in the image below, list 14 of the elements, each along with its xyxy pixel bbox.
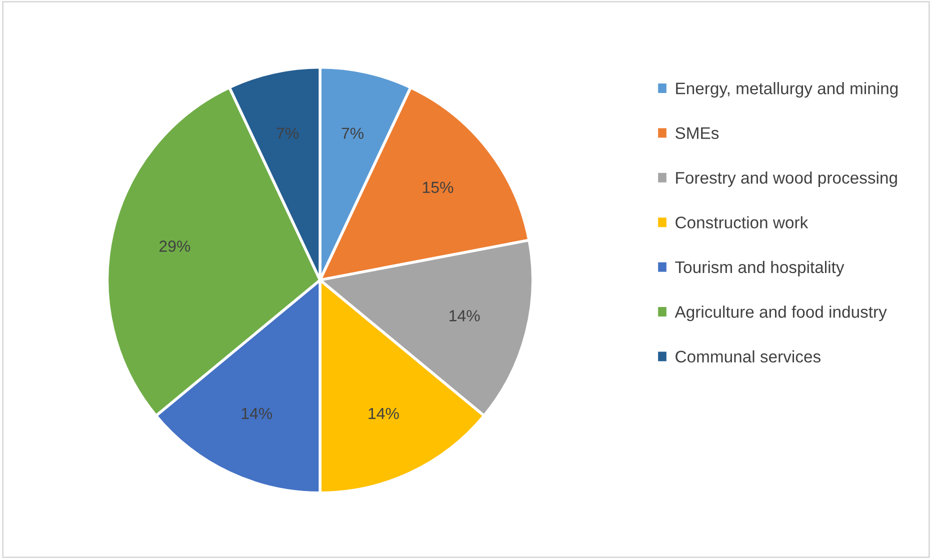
legend-label: Energy, metallurgy and mining xyxy=(676,82,898,98)
data-label: 14% xyxy=(368,408,399,420)
data-label: 29% xyxy=(159,240,190,252)
legend-label: Agriculture and food industry xyxy=(674,306,887,322)
data-label: 15% xyxy=(422,182,454,194)
legend-label: SMEs xyxy=(676,127,719,140)
data-label: 7% xyxy=(276,128,299,139)
legend-label: Communal services xyxy=(676,350,820,363)
legend-label: Construction work xyxy=(676,216,808,228)
legend-label: Tourism and hospitality xyxy=(675,260,844,276)
data-label: 14% xyxy=(450,310,480,322)
data-label: 7% xyxy=(342,128,364,139)
data-label: 14% xyxy=(242,408,272,420)
legend-label: Forestry and wood processing xyxy=(676,171,897,188)
